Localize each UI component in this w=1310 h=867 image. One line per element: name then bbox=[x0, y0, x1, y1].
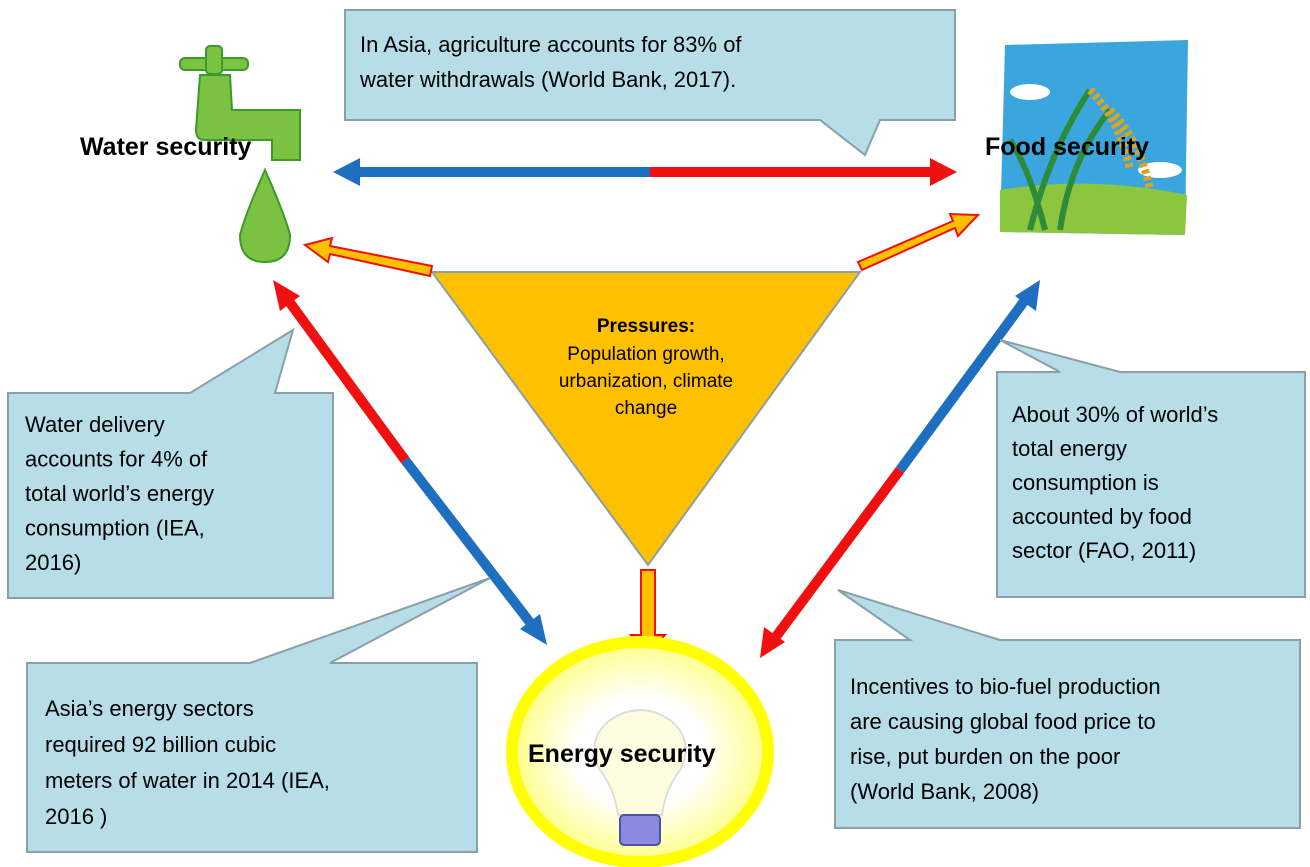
callout-line: In Asia, agriculture accounts for 83% of bbox=[360, 32, 742, 57]
pressures-title: Pressures: bbox=[597, 316, 695, 337]
callout-line: Asia’s energy sectors bbox=[45, 696, 254, 721]
callout-line: water withdrawals (World Bank, 2017). bbox=[359, 67, 736, 92]
callout-line: About 30% of world’s bbox=[1012, 402, 1218, 427]
callout-line: rise, put burden on the poor bbox=[850, 744, 1120, 769]
callout-line: total world’s energy bbox=[25, 481, 214, 506]
callout-line: total energy bbox=[1012, 436, 1127, 461]
pressures-line: Population growth, bbox=[567, 344, 724, 365]
callout-line: are causing global food price to bbox=[850, 709, 1156, 734]
callout-line: consumption is bbox=[1012, 470, 1159, 495]
pressures-line: urbanization, climate bbox=[559, 371, 733, 392]
callout-line: accounted by food bbox=[1012, 504, 1192, 529]
callout-line: required 92 billion cubic bbox=[45, 732, 276, 757]
callout-line: (World Bank, 2008) bbox=[850, 779, 1039, 804]
node-label: Energy security bbox=[528, 740, 716, 768]
callout-line: 2016 ) bbox=[45, 804, 107, 829]
callout-line: meters of water in 2014 (IEA, bbox=[45, 768, 330, 793]
callout-line: sector (FAO, 2011) bbox=[1012, 538, 1196, 563]
callout-line: Incentives to bio-fuel production bbox=[850, 674, 1161, 699]
callout-line: 2016) bbox=[25, 550, 81, 575]
node-label: Food security bbox=[985, 133, 1149, 161]
pressures-line: change bbox=[615, 398, 677, 419]
node-label: Water security bbox=[80, 133, 251, 161]
diagram: Water security Food security Energy secu… bbox=[0, 0, 1310, 867]
callout-line: Water delivery bbox=[25, 412, 165, 437]
callout-line: consumption (IEA, bbox=[25, 516, 205, 541]
callout-line: accounts for 4% of bbox=[25, 447, 208, 472]
